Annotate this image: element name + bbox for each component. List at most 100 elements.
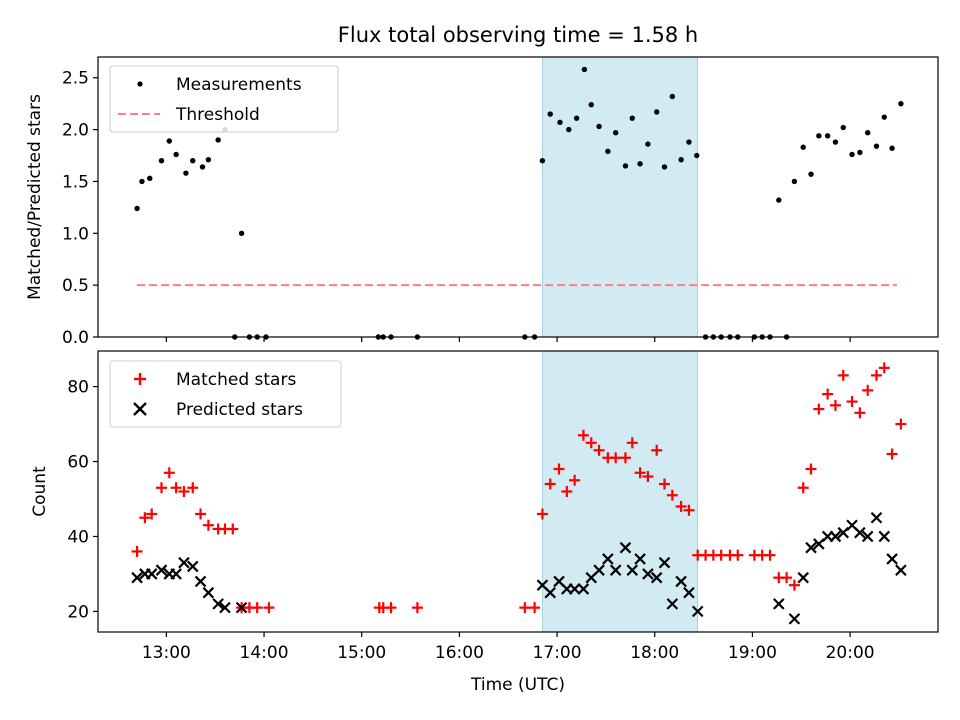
matched-star-point — [146, 508, 158, 520]
matched-star-point — [385, 602, 397, 614]
predicted-star-point — [568, 583, 581, 595]
matched-star-point — [577, 429, 589, 441]
predicted-star-point — [870, 511, 883, 524]
predicted-star-point — [797, 571, 809, 584]
measurements-points — [134, 66, 904, 340]
measurement-point — [873, 143, 880, 149]
predicted-star-point — [773, 598, 785, 610]
measurement-point — [205, 156, 212, 163]
measurement-point — [824, 133, 831, 139]
predicted-star-point — [593, 564, 605, 576]
legend-box — [109, 360, 342, 428]
y-tick-label: 0.5 — [62, 276, 89, 296]
matched-star-point — [829, 399, 841, 411]
measurement-point — [857, 149, 863, 156]
bottom-axes-frame — [97, 350, 939, 633]
predicted-star-point — [683, 586, 695, 599]
matched-star-point — [610, 452, 622, 464]
y-tick-label: 0.0 — [62, 328, 89, 348]
matched-star-point — [895, 418, 907, 430]
matched-star-point — [593, 444, 605, 456]
measurement-point — [694, 152, 700, 159]
matched-star-point — [781, 572, 793, 584]
matched-star-point — [683, 504, 695, 516]
measurement-point — [816, 133, 822, 139]
predicted-star-point — [219, 601, 231, 614]
matched-star-point — [666, 489, 678, 501]
measurement-point — [573, 115, 580, 121]
matched-star-point — [813, 403, 825, 415]
measurement-point — [581, 66, 588, 73]
measurement-point — [653, 109, 660, 115]
y-tick-label: 60 — [67, 453, 89, 473]
predicted-star-point — [666, 598, 679, 610]
legend-predicted-marker — [133, 402, 147, 416]
measurement-point — [678, 156, 684, 163]
predicted-star-point — [805, 541, 817, 554]
measurement-point — [166, 138, 173, 144]
predicted-star-point — [626, 564, 639, 576]
matched-star-point — [585, 437, 597, 449]
predicted-star-point — [895, 564, 907, 576]
x-axis-label: Time (UTC) — [470, 675, 565, 695]
chart-title: Flux total observing time = 1.58 h — [338, 23, 698, 47]
measurement-point — [139, 178, 145, 185]
matched-star-point — [155, 482, 167, 494]
legend-measurements-marker — [137, 81, 143, 87]
measurement-point — [596, 123, 602, 130]
matched-star-point — [163, 467, 175, 479]
matched-star-point — [805, 463, 817, 475]
measurement-point — [800, 144, 806, 150]
predicted-star-point — [609, 564, 622, 576]
matched-star-point — [886, 448, 898, 460]
measurement-point — [199, 164, 206, 170]
matched-star-point — [263, 602, 275, 614]
matched-star-point — [854, 407, 866, 419]
predicted-star-point — [619, 541, 632, 554]
measurement-point — [808, 171, 814, 177]
predicted-star-point — [861, 530, 874, 543]
measurement-point — [238, 230, 245, 236]
matched-star-point — [846, 396, 858, 408]
predicted-star-point — [658, 556, 671, 569]
top-legend: Measurements Threshold — [109, 65, 339, 133]
measurement-point — [898, 100, 904, 107]
legend-matched-marker — [134, 373, 146, 385]
measurement-point — [612, 130, 619, 136]
legend-measurements-label: Measurements — [176, 75, 302, 95]
matched-star-point — [519, 602, 531, 614]
top-shaded-interval — [542, 56, 699, 338]
legend-threshold-label: Threshold — [175, 105, 260, 125]
matched-star-point — [544, 478, 556, 490]
measurement-point — [661, 164, 668, 170]
measurement-point — [881, 114, 887, 120]
predicted-star-point — [212, 598, 224, 610]
matched-star-point — [178, 486, 190, 497]
predicted-star-point — [202, 586, 215, 599]
measurement-point — [566, 126, 572, 133]
predicted-star-point — [642, 568, 654, 580]
predicted-star-point — [577, 583, 590, 595]
measurement-point — [629, 115, 635, 121]
predicted-star-point — [829, 530, 842, 543]
measurement-point — [588, 102, 594, 108]
predicted-star-point — [155, 564, 168, 576]
measurement-point — [864, 130, 871, 136]
measurement-point — [605, 148, 611, 155]
measurement-point — [791, 178, 798, 185]
matched-star-point — [651, 444, 663, 456]
matched-star-point — [862, 384, 874, 396]
matched-star-point — [227, 523, 239, 535]
predicted-star-point — [650, 571, 663, 584]
measurement-point — [686, 139, 692, 145]
matched-star-point — [675, 500, 687, 512]
matched-star-point — [788, 579, 800, 591]
matched-star-point — [878, 362, 890, 374]
bottom-y-axis-label: Count — [30, 466, 50, 517]
top-y-axis-label: Matched/Predicted stars — [25, 94, 45, 300]
matched-star-point — [561, 486, 573, 497]
y-tick-label: 80 — [67, 378, 89, 398]
matched-star-point — [131, 545, 143, 557]
bottom-axis-ticks: 20 40 60 80 13:00 14:00 15:00 16:00 17:00 18:00 19… — [67, 378, 874, 663]
predicted-star-point — [634, 553, 646, 565]
